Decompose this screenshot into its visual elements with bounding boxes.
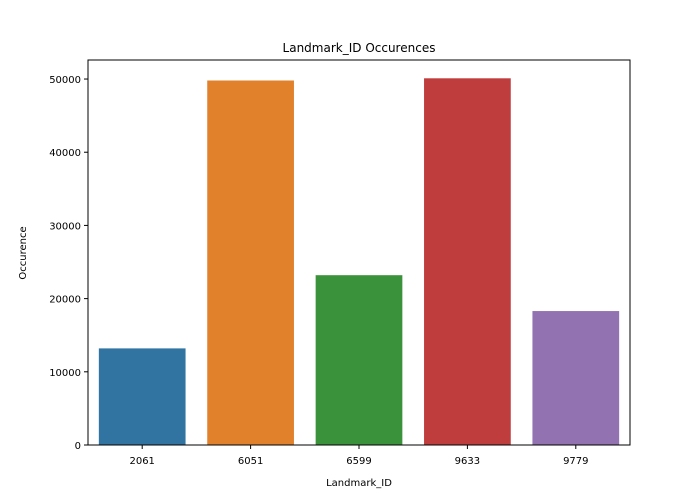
bars-group: [98, 78, 620, 446]
x-tick-label: 6051: [238, 456, 263, 467]
y-tick-label: 40000: [49, 148, 81, 159]
y-tick-label: 10000: [49, 368, 81, 379]
y-tick-label: 0: [75, 441, 81, 452]
y-tick-label: 20000: [49, 295, 81, 306]
x-axis-label: Landmark_ID: [326, 478, 392, 489]
bar-9779: [532, 311, 620, 445]
x-tick-label: 9779: [563, 456, 588, 467]
y-tick-label: 30000: [49, 221, 81, 232]
x-tick-label: 6599: [346, 456, 371, 467]
bar-6599: [315, 275, 403, 445]
bar-9633: [424, 78, 511, 446]
chart-title: Landmark_ID Occurences: [283, 41, 436, 55]
y-axis-ticks: 0 10000 20000 30000 40000 50000: [49, 75, 88, 452]
bar-6051: [207, 80, 294, 445]
bar-2061: [98, 348, 186, 445]
x-axis-ticks: 2061 6051 6599 9633 9779: [129, 445, 589, 467]
plot-frame: [87, 59, 631, 446]
y-tick-label: 50000: [49, 75, 81, 86]
x-tick-label: 9633: [455, 456, 480, 467]
x-tick-label: 2061: [129, 456, 154, 467]
y-axis-label: Occurence: [18, 226, 29, 279]
